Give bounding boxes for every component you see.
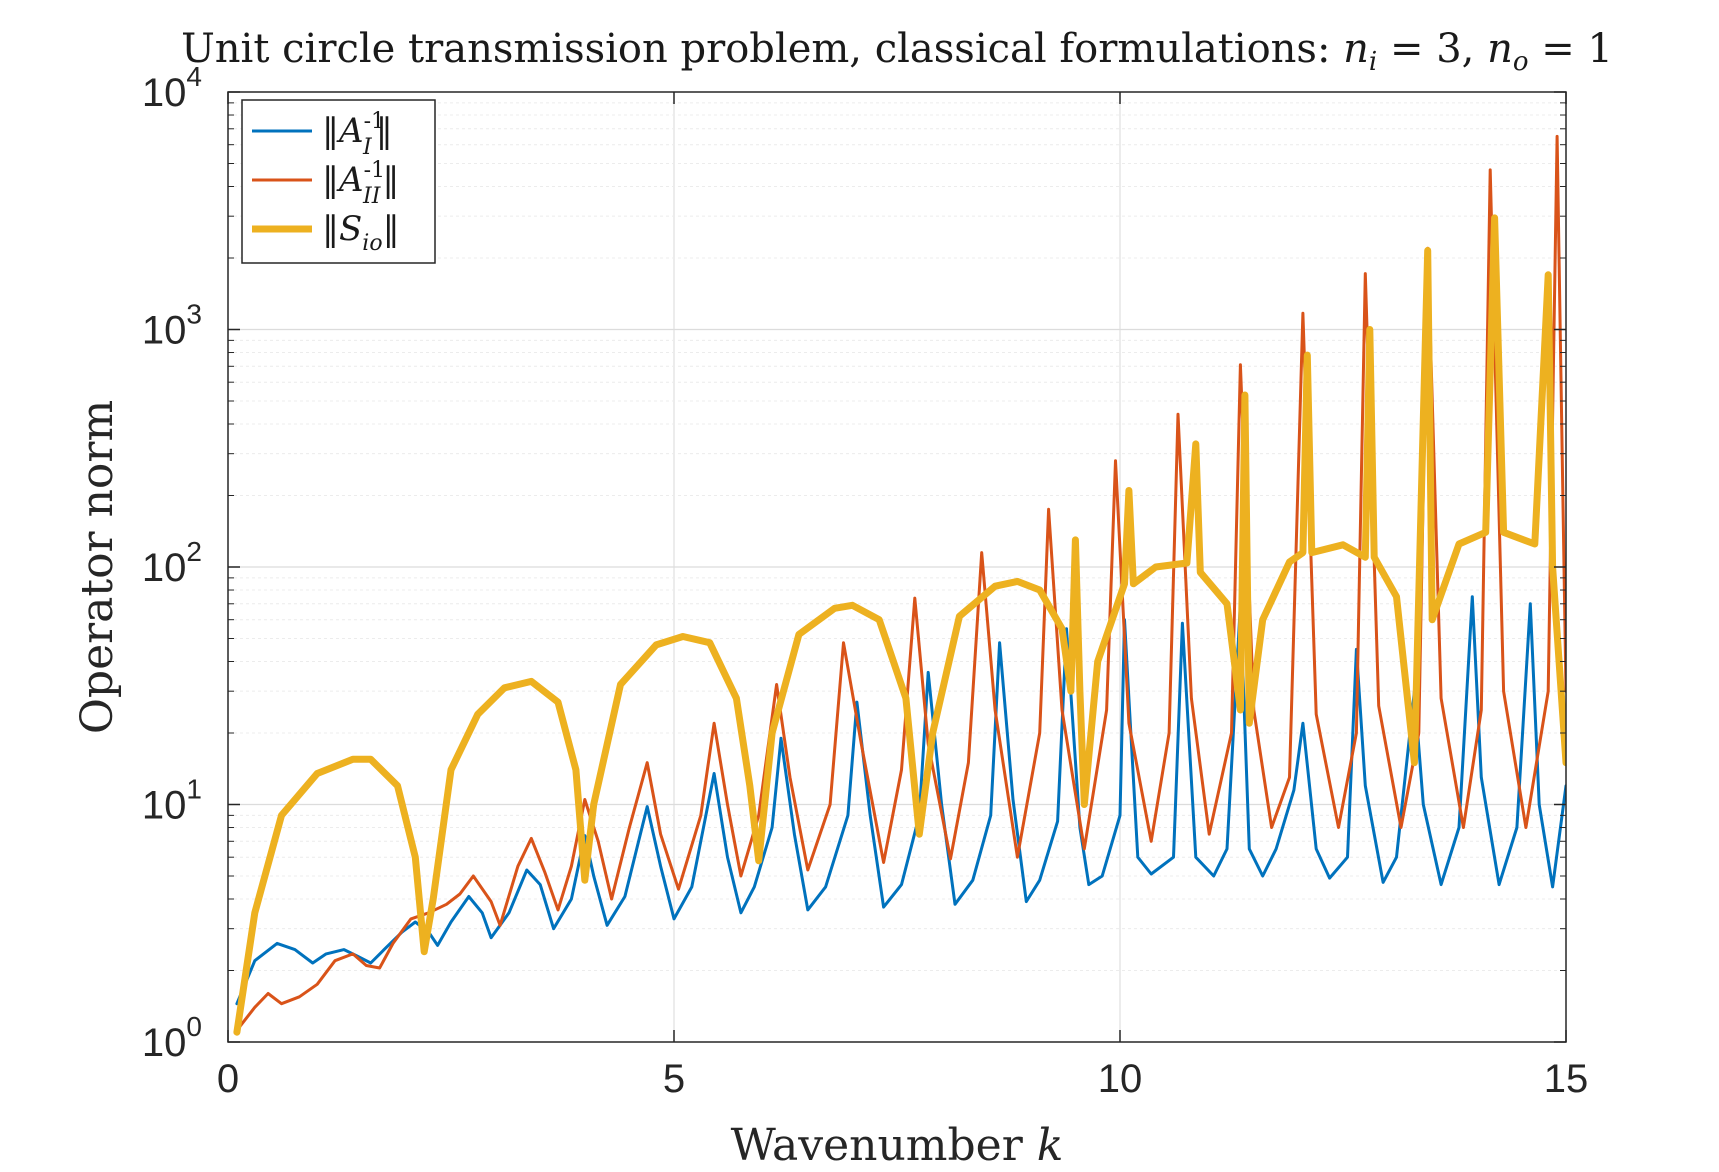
y-tick-label: 100 bbox=[142, 1011, 202, 1065]
x-axis-label-text: Wavenumber bbox=[731, 1120, 1037, 1171]
x-axis-label-var: k bbox=[1037, 1120, 1064, 1171]
legend: ‖A-1 I ‖‖A-1 II‖‖Sio‖ bbox=[241, 99, 436, 264]
series-layer bbox=[233, 134, 1566, 1036]
title-prefix: Unit circle transmission problem, classi… bbox=[181, 26, 1343, 72]
series-line-3 bbox=[233, 214, 1566, 1036]
y-tick-label: 104 bbox=[142, 61, 202, 115]
series-line-2 bbox=[235, 134, 1566, 1032]
x-tick-label: 0 bbox=[217, 1057, 239, 1101]
y-tick-label: 102 bbox=[142, 536, 202, 590]
title-no-symbol: n bbox=[1487, 26, 1513, 72]
tick-labels: 0 5 10 15 100 101 102 103 104 bbox=[142, 61, 1588, 1101]
title-ni-value: = 3, bbox=[1377, 26, 1487, 72]
y-tick-label: 101 bbox=[142, 774, 202, 828]
grid bbox=[228, 92, 1566, 1042]
legend-label-1: ‖A-1 I ‖ bbox=[322, 109, 393, 160]
ticks bbox=[227, 91, 1567, 1043]
title-ni-subscript: i bbox=[1369, 47, 1377, 77]
x-tick-label: 10 bbox=[1098, 1057, 1143, 1101]
title-ni-symbol: n bbox=[1343, 26, 1369, 72]
x-axis-label: Wavenumber k bbox=[731, 1120, 1064, 1171]
x-tick-label: 5 bbox=[663, 1057, 685, 1101]
y-axis-label: Operator norm bbox=[72, 400, 123, 734]
title-no-subscript: o bbox=[1513, 47, 1529, 77]
y-tick-label: 103 bbox=[142, 299, 202, 353]
x-tick-label: 15 bbox=[1544, 1057, 1589, 1101]
title-no-value: = 1 bbox=[1529, 26, 1613, 72]
legend-label-3: ‖Sio‖ bbox=[322, 209, 400, 256]
chart-title: Unit circle transmission problem, classi… bbox=[181, 26, 1613, 77]
legend-label-2: ‖A-1 II‖ bbox=[322, 158, 399, 209]
